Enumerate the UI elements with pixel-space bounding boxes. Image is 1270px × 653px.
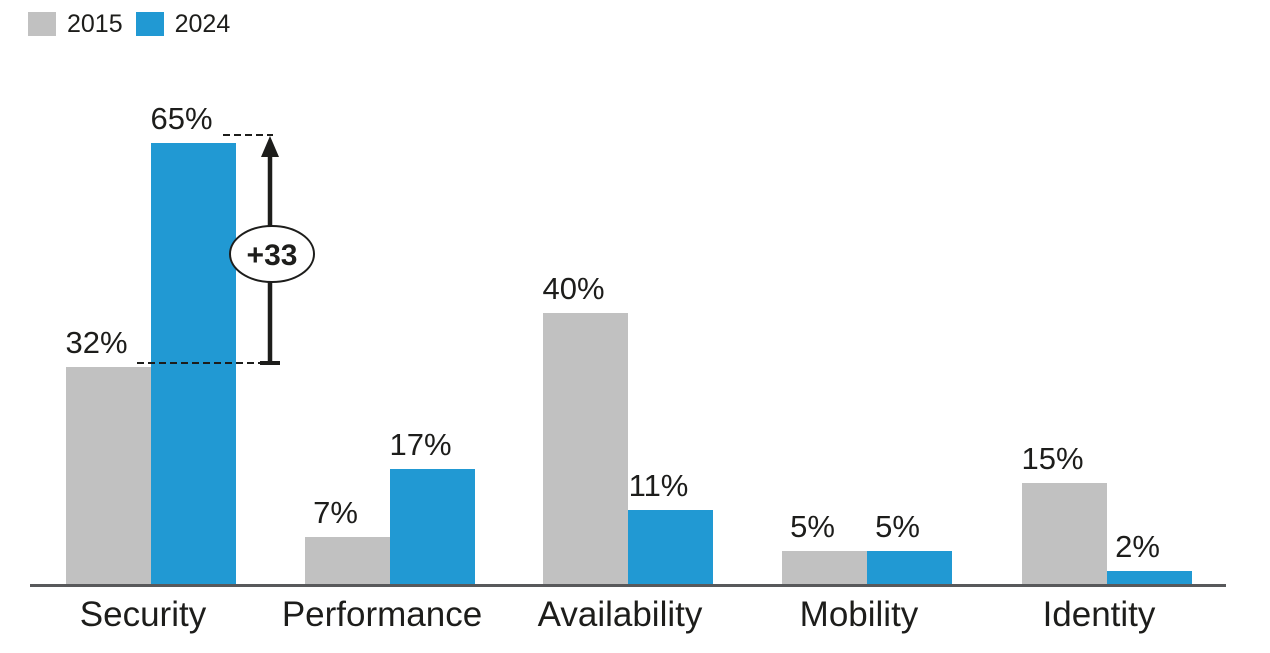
value-label-2015-identity: 15% [1021,441,1084,476]
delta-label: +33 [247,239,298,272]
legend-label-2024: 2024 [174,10,231,38]
chart-legend: 2015 2024 [28,10,243,38]
arrow-head-icon [261,136,279,157]
value-label-2015-availability: 40% [542,271,605,306]
category-label-availability: Availability [537,595,703,634]
legend-label-2015: 2015 [67,10,123,38]
value-label-2015-performance: 7% [313,495,358,530]
x-axis-line [30,584,1226,587]
value-label-2024-identity: 2% [1115,529,1160,564]
category-label-mobility: Mobility [799,595,919,634]
bar-2015-identity [1022,483,1107,585]
bar-2024-performance [390,469,475,585]
value-label-2024-mobility: 5% [875,509,920,544]
category-label-identity: Identity [1042,595,1156,634]
bar-2015-availability [543,313,628,585]
legend-item-2015: 2015 [28,10,123,38]
legend-swatch-2024 [135,12,164,36]
legend-swatch-2015 [28,12,56,36]
bar-2015-performance [305,537,390,585]
category-label-security: Security [79,595,207,634]
value-label-2024-availability: 11% [628,468,689,503]
bar-2015-security [66,367,151,585]
value-label-2024-security: 65% [150,101,213,136]
value-label-2024-performance: 17% [389,427,452,462]
value-label-2015-mobility: 5% [790,509,835,544]
category-label-performance: Performance [281,595,483,634]
bar-2024-mobility [867,551,952,585]
bar-2024-security [151,143,236,585]
bar-2024-availability [628,510,713,585]
bar-2024-identity [1107,571,1192,585]
value-label-2015-security: 32% [65,325,128,360]
legend-item-2024: 2024 [135,10,231,38]
bar-2015-mobility [782,551,867,585]
delta-badge [229,225,315,283]
